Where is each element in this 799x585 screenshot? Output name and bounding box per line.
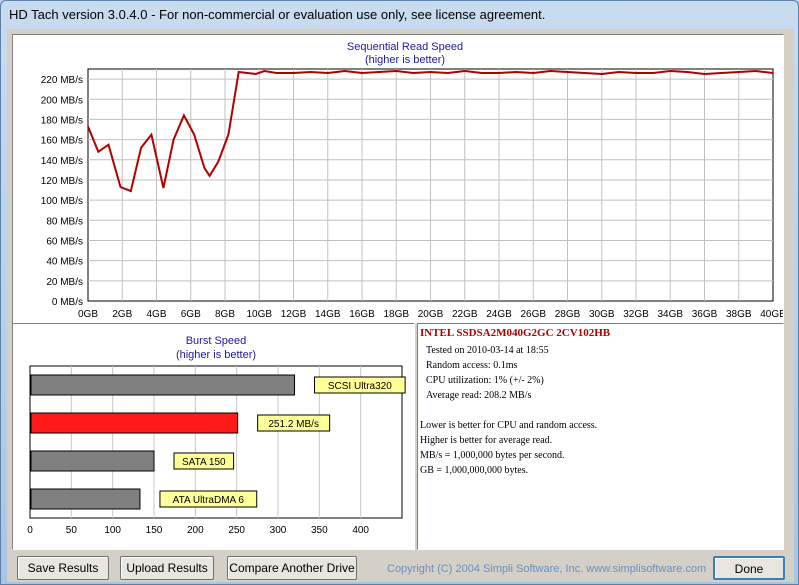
copyright-text: Copyright (C) 2004 Simpli Software, Inc.… — [387, 563, 707, 575]
burst-bar-label: SATA 150 — [182, 457, 226, 468]
burst-xtick-label: 350 — [311, 525, 328, 536]
seq-xtick-label: 38GB — [726, 309, 752, 320]
seq-ytick-label: 120 MB/s — [41, 176, 83, 187]
done-label: Done — [734, 562, 764, 576]
burst-xtick-label: 50 — [66, 525, 78, 536]
burst-xtick-label: 250 — [228, 525, 245, 536]
seq-xtick-label: 36GB — [692, 309, 718, 320]
note-lower-better: Lower is better for CPU and random acces… — [420, 420, 598, 431]
results-info-panel: INTEL SSDSA2M040G2GC 2CV102HB Tested on … — [417, 323, 784, 550]
seq-xtick-label: 22GB — [452, 309, 478, 320]
seq-xtick-label: 6GB — [181, 309, 201, 320]
burst-xtick-label: 400 — [352, 525, 369, 536]
sequential-read-panel: Sequential Read Speed (higher is better)… — [12, 34, 786, 324]
seq-xtick-label: 24GB — [486, 309, 512, 320]
save-results-button[interactable]: Save Results — [17, 556, 109, 580]
seq-ytick-label: 0 MB/s — [52, 297, 83, 308]
burst-bar-label: SCSI Ultra320 — [328, 381, 392, 392]
seq-xtick-label: 34GB — [657, 309, 683, 320]
info-cpu-utilization: CPU utilization: 1% (+/- 2%) — [426, 375, 544, 386]
seq-xtick-label: 32GB — [623, 309, 649, 320]
compare-another-drive-button[interactable]: Compare Another Drive — [227, 556, 357, 580]
burst-bar-label: 251.2 MB/s — [268, 419, 319, 430]
drive-model: INTEL SSDSA2M040G2GC 2CV102HB — [420, 327, 611, 339]
seq-xtick-label: 16GB — [349, 309, 375, 320]
seq-xtick-label: 0GB — [78, 309, 98, 320]
seq-xtick-label: 30GB — [589, 309, 615, 320]
seq-xtick-label: 2GB — [112, 309, 132, 320]
seq-ytick-label: 80 MB/s — [46, 216, 83, 227]
seq-ytick-label: 160 MB/s — [41, 136, 83, 147]
burst-chart-title: Burst Speed — [186, 335, 247, 347]
save-results-label: Save Results — [27, 561, 99, 575]
burst-xtick-label: 0 — [27, 525, 33, 536]
seq-xtick-label: 12GB — [281, 309, 307, 320]
burst-chart-subtitle: (higher is better) — [176, 349, 256, 361]
seq-xtick-label: 4GB — [146, 309, 166, 320]
seq-ytick-label: 140 MB/s — [41, 156, 83, 167]
burst-label-box — [314, 376, 406, 394]
note-mbs-definition: MB/s = 1,000,000 bytes per second. — [420, 450, 565, 461]
info-average-read: Average read: 208.2 MB/s — [426, 390, 532, 401]
info-tested-on: Tested on 2010-03-14 at 18:55 — [426, 345, 549, 356]
burst-speed-chart: Burst Speed (higher is better) SCSI Ultr… — [27, 335, 406, 536]
sequential-read-chart: Sequential Read Speed (higher is better)… — [41, 41, 786, 320]
seq-ytick-label: 60 MB/s — [46, 236, 83, 247]
burst-xtick-label: 150 — [146, 525, 163, 536]
note-gb-definition: GB = 1,000,000,000 bytes. — [420, 465, 529, 476]
seq-xtick-label: 8GB — [215, 309, 235, 320]
burst-bar — [30, 450, 155, 472]
seq-xtick-label: 18GB — [383, 309, 409, 320]
burst-xtick-label: 100 — [104, 525, 121, 536]
seq-chart-title: Sequential Read Speed — [347, 41, 463, 53]
burst-label-box — [159, 490, 258, 508]
seq-xtick-label: 10GB — [246, 309, 272, 320]
info-random-access: Random access: 0.1ms — [426, 360, 518, 371]
burst-label-box — [257, 414, 331, 432]
seq-ytick-label: 200 MB/s — [41, 95, 83, 106]
burst-bar — [30, 412, 239, 434]
seq-ytick-label: 20 MB/s — [46, 277, 83, 288]
compare-another-drive-label: Compare Another Drive — [229, 561, 355, 575]
seq-xtick-label: 28GB — [555, 309, 581, 320]
note-higher-better: Higher is better for average read. — [420, 435, 553, 446]
seq-chart-subtitle: (higher is better) — [365, 54, 445, 66]
burst-speed-panel: Burst Speed (higher is better) SCSI Ultr… — [12, 323, 415, 550]
burst-xtick-label: 300 — [270, 525, 287, 536]
seq-ytick-label: 180 MB/s — [41, 115, 83, 126]
seq-xtick-label: 26GB — [520, 309, 546, 320]
upload-results-label: Upload Results — [126, 561, 208, 575]
seq-xtick-label: 14GB — [315, 309, 341, 320]
burst-bar-label: ATA UltraDMA 6 — [173, 495, 245, 506]
seq-xtick-label: 20GB — [418, 309, 444, 320]
burst-bar — [30, 488, 141, 510]
seq-ytick-label: 220 MB/s — [41, 75, 83, 86]
client-area: Sequential Read Speed (higher is better)… — [7, 29, 794, 582]
seq-ytick-label: 40 MB/s — [46, 257, 83, 268]
burst-bar — [30, 374, 296, 396]
window-title: HD Tach version 3.0.4.0 - For non-commer… — [9, 7, 546, 22]
upload-results-button[interactable]: Upload Results — [120, 556, 214, 580]
burst-label-box — [173, 452, 235, 470]
seq-series-line — [87, 69, 774, 193]
burst-xtick-label: 200 — [187, 525, 204, 536]
seq-xtick-label: 40GB — [760, 309, 783, 320]
seq-ytick-label: 100 MB/s — [41, 196, 83, 207]
done-button[interactable]: Done — [713, 556, 785, 580]
